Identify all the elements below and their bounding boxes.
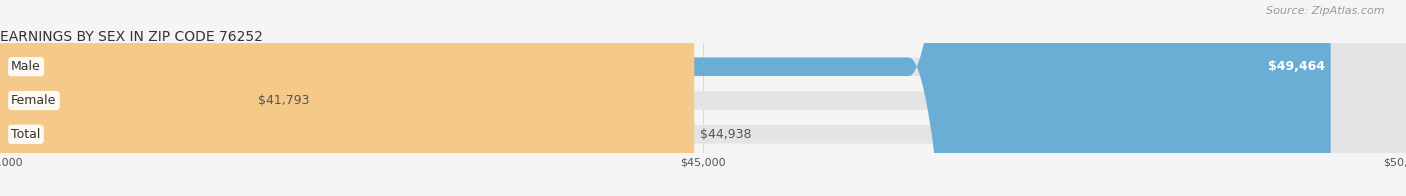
Text: $49,464: $49,464 [1268, 60, 1324, 73]
Text: Source: ZipAtlas.com: Source: ZipAtlas.com [1267, 6, 1385, 16]
Text: Female: Female [11, 94, 56, 107]
FancyBboxPatch shape [0, 0, 695, 196]
Text: $41,793: $41,793 [257, 94, 309, 107]
FancyBboxPatch shape [0, 0, 422, 196]
Text: Male: Male [11, 60, 41, 73]
Text: $44,938: $44,938 [700, 128, 751, 141]
Text: Total: Total [11, 128, 41, 141]
FancyBboxPatch shape [0, 0, 1330, 196]
Text: EARNINGS BY SEX IN ZIP CODE 76252: EARNINGS BY SEX IN ZIP CODE 76252 [0, 30, 263, 44]
